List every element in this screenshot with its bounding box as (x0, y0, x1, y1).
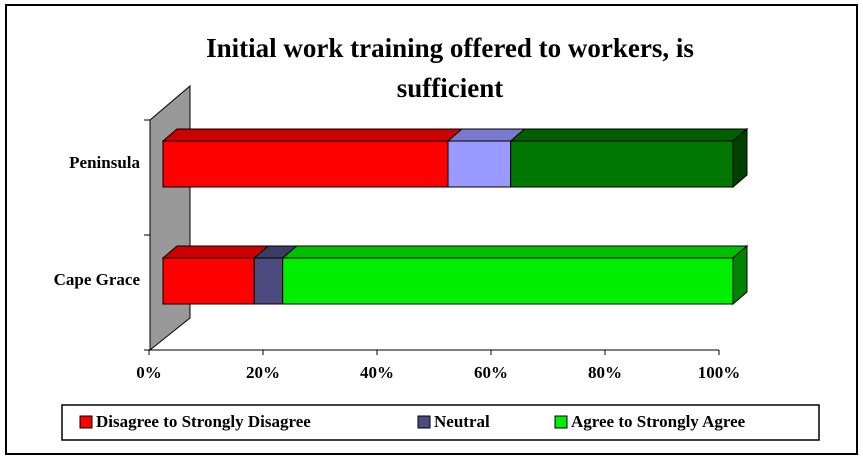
frame (5, 4, 858, 455)
legend-swatch (554, 415, 568, 429)
bar-side (732, 244, 748, 306)
x-tick-label: 60% (474, 363, 508, 382)
legend-box (61, 404, 820, 441)
bar-top (509, 128, 749, 142)
bar-top (161, 128, 464, 142)
legend-swatch (417, 415, 431, 429)
legend-label: Neutral (434, 412, 490, 431)
bar (162, 257, 255, 305)
legend-label: Agree to Strongly Agree (571, 412, 746, 431)
bar (447, 140, 512, 188)
bar (282, 257, 734, 305)
y-tick-label: Cape Grace (54, 270, 141, 289)
x-tick-label: 20% (246, 363, 280, 382)
x-tick-label: 80% (588, 363, 622, 382)
bar (162, 140, 449, 188)
legend-swatch (79, 415, 93, 429)
bar-side (732, 127, 748, 189)
bar-top (161, 245, 270, 259)
bar-top (281, 245, 749, 259)
legend-label: Disagree to Strongly Disagree (96, 412, 311, 431)
x-tick-label: 0% (136, 363, 162, 382)
chart-title: Initial work training offered to workers… (206, 33, 694, 103)
x-tick-label: 100% (698, 363, 741, 382)
bar (510, 140, 734, 188)
y-tick-label: Peninsula (69, 153, 140, 172)
wall (149, 84, 191, 352)
x-tick-label: 40% (360, 363, 394, 382)
bar (253, 257, 284, 305)
